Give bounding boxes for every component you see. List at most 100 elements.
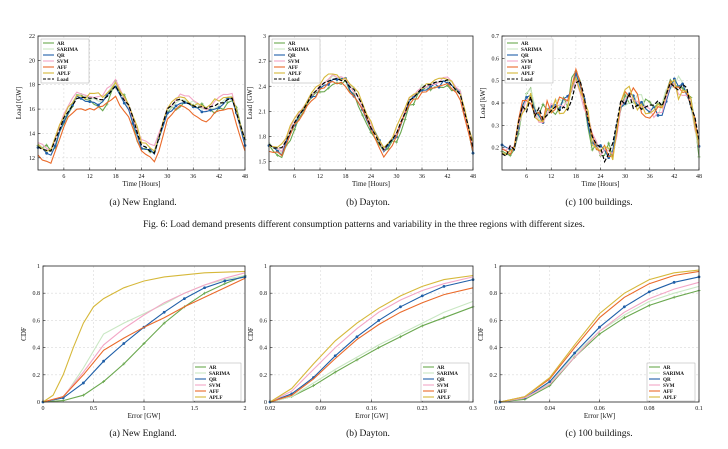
series-point-ar <box>541 102 545 106</box>
series-point-ar <box>399 335 402 339</box>
legend-label-sarima: SARIMA <box>437 371 458 377</box>
series-point-qr <box>203 286 207 290</box>
y-tick-label: 0.4 <box>492 101 500 107</box>
legend-label-aplf: APLF <box>663 395 677 401</box>
series-line-svm <box>501 78 700 157</box>
y-tick-label: 0 <box>494 400 497 406</box>
series-point-qr <box>656 114 660 117</box>
x-tick-label: 12 <box>548 174 554 180</box>
series-point-ar <box>607 141 611 145</box>
y-tick-label: 0.8 <box>260 291 268 297</box>
y-tick-label: 1 <box>37 264 40 270</box>
series-point-ar <box>672 295 676 299</box>
x-tick-label: 42 <box>445 174 451 180</box>
series-point-ar <box>122 362 126 366</box>
series-point-qr <box>622 305 626 309</box>
chart-panel-4: 0.02 0.09 0.16 0.23 0.3 0 0.2 0.4 0.6 0.8 1 Error [… <box>247 264 477 420</box>
x-tick-label: 24 <box>139 174 145 180</box>
series-point-qr <box>96 103 100 107</box>
series-point-ar <box>45 143 49 147</box>
series-line-aplf <box>499 269 700 403</box>
y-tick-label: 0.3 <box>492 123 500 129</box>
legend-label-aplf: APLF <box>57 71 71 77</box>
series-line-load <box>501 79 700 164</box>
legend-label-load: Load <box>57 77 69 83</box>
series-point-qr <box>162 310 166 314</box>
legend-label-aff: AFF <box>209 389 219 395</box>
x-tick-label: 6 <box>525 174 528 180</box>
legend-label-aff: AFF <box>57 65 67 71</box>
series-point-qr <box>377 319 381 322</box>
series-point-ar <box>102 380 106 384</box>
x-axis-label: Error [kW] <box>584 412 615 420</box>
y-tick-label: 1.5 <box>259 160 267 166</box>
legend-label-svm: SVM <box>521 59 533 65</box>
y-tick-label: 0.8 <box>490 291 498 297</box>
caption-cdf-dayton: (b) Dayton. <box>346 429 390 439</box>
y-tick-label: 0.4 <box>260 346 268 352</box>
x-tick-label: 48 <box>470 174 476 180</box>
series-point-qr <box>200 110 204 114</box>
y-tick-label: 0.6 <box>490 318 498 324</box>
legend-label-aff: AFF <box>437 389 447 395</box>
caption-cdf-100-buildings: (c) 100 buildings. <box>565 429 633 439</box>
series-point-ar <box>355 358 359 362</box>
series-line-ar <box>269 306 474 403</box>
series-point-ar <box>333 370 337 374</box>
y-tick-label: 0 <box>264 400 267 406</box>
x-tick-label: 0.16 <box>366 406 377 412</box>
legend-box <box>420 362 470 402</box>
y-tick-label: 22 <box>29 34 35 40</box>
y-tick-label: 1 <box>264 264 267 270</box>
series-point-qr <box>573 351 577 355</box>
series-point-qr <box>122 342 126 345</box>
series-line-aff <box>37 95 246 164</box>
series-point-ar <box>598 332 601 336</box>
series-point-ar <box>142 342 146 346</box>
y-tick-label: 0.8 <box>33 291 41 297</box>
series-line-load <box>268 77 474 151</box>
y-tick-label: 0.6 <box>492 56 500 62</box>
legend-label-qr: QR <box>521 53 529 59</box>
x-tick-label: 0.02 <box>265 406 276 412</box>
y-tick-label: 1.8 <box>259 135 267 141</box>
x-tick-label: 30 <box>164 174 170 180</box>
series-point-ar <box>226 100 230 104</box>
series-point-ar <box>377 346 381 350</box>
x-tick-label: 0.3 <box>469 406 477 412</box>
series-point-qr <box>420 294 424 298</box>
y-tick-label: 0.2 <box>33 373 41 379</box>
x-tick-label: 18 <box>343 174 349 180</box>
series-point-ar <box>162 321 166 325</box>
caption-load-100-buildings: (c) 100 buildings. <box>565 198 633 208</box>
x-tick-label: 0.08 <box>644 406 655 412</box>
x-tick-label: 30 <box>394 174 400 180</box>
legend-label-qr: QR <box>57 53 65 59</box>
legend-label-svm: SVM <box>288 59 300 65</box>
legend-label-sarima: SARIMA <box>57 47 78 53</box>
legend-label-svm: SVM <box>437 383 449 389</box>
series-point-ar <box>412 102 415 106</box>
x-tick-label: 18 <box>113 174 119 180</box>
series-point-qr <box>442 285 446 288</box>
x-tick-label: 0.1 <box>695 406 703 412</box>
x-tick-label: 36 <box>190 174 196 180</box>
x-tick-label: 6 <box>62 174 65 180</box>
series-point-ar <box>81 393 85 397</box>
y-tick-label: 20 <box>29 58 35 64</box>
x-tick-label: 0.23 <box>417 406 428 412</box>
y-tick-label: 18 <box>29 83 35 89</box>
series-line-svm <box>268 73 474 153</box>
series-line-svm <box>37 78 246 152</box>
legend-label-qr: QR <box>288 53 296 59</box>
series-point-qr <box>174 104 178 108</box>
y-tick-label: 2.4 <box>259 84 267 90</box>
series-line-svm <box>42 272 246 403</box>
series-line-sarima <box>269 300 474 403</box>
y-tick-label: 12 <box>29 156 35 162</box>
legend-label-sarima: SARIMA <box>209 371 230 377</box>
y-tick-label: 0.7 <box>492 34 500 40</box>
series-point-qr <box>45 151 49 155</box>
legend-label-sarima: SARIMA <box>521 47 542 53</box>
series-point-qr <box>217 106 221 110</box>
